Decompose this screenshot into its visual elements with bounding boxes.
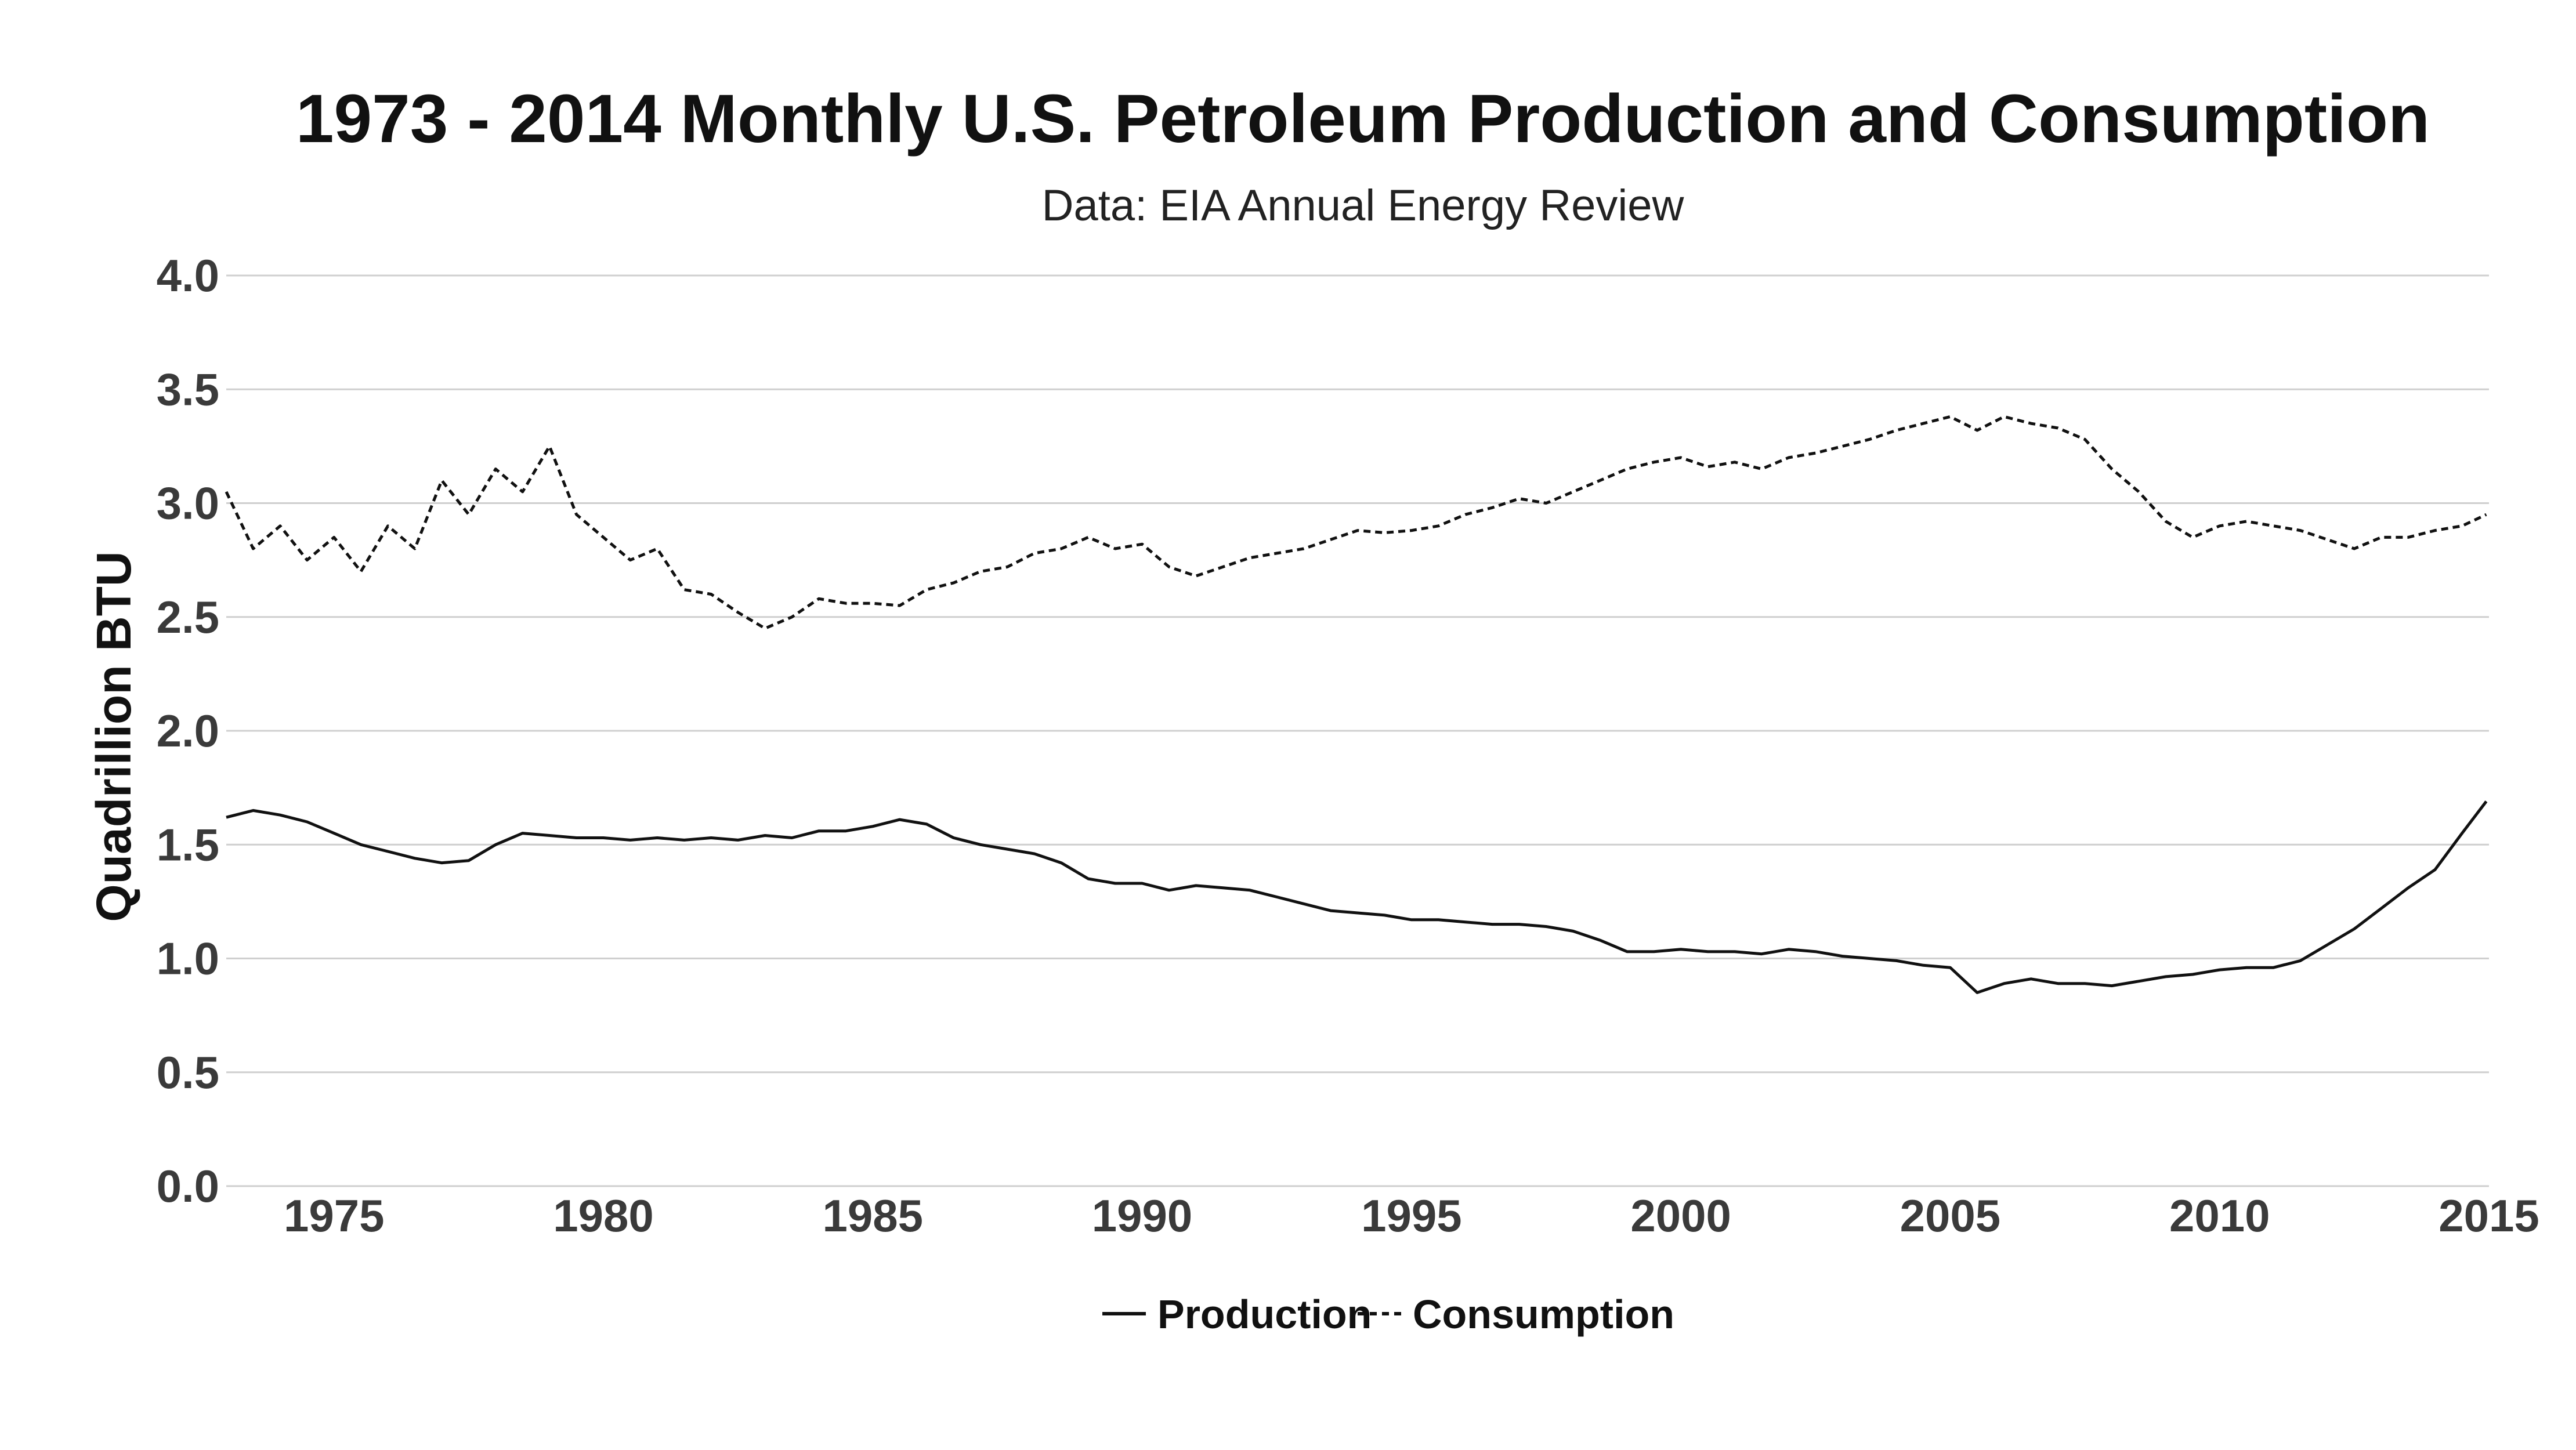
y-tick-label: 0.0 (157, 1161, 219, 1212)
series-lines (225, 415, 2488, 994)
y-tick-label: 2.5 (157, 592, 219, 643)
y-tick-label: 3.0 (157, 478, 219, 529)
y-tick-label: 3.5 (157, 364, 219, 415)
x-tick-label: 1995 (1361, 1190, 1462, 1241)
x-tick-label: 1985 (823, 1190, 924, 1241)
x-tick-label: 1990 (1092, 1190, 1193, 1241)
y-axis-ticks: 0.0 0.5 1.0 1.5 2.0 2.5 3.0 3.5 4.0 (157, 250, 219, 1212)
y-axis-label: Quadrillion BTU (86, 551, 141, 922)
x-axis-ticks: 1975 1980 1985 1990 1995 2000 2005 2010 2015 (284, 1190, 2539, 1241)
gridlines (226, 274, 2489, 1187)
x-tick-label: 2010 (2169, 1190, 2270, 1241)
x-tick-label: 2000 (1630, 1190, 1731, 1241)
x-tick-label: 2005 (1900, 1190, 2001, 1241)
x-tick-label: 2015 (2438, 1190, 2539, 1241)
chart-title: 1973 - 2014 Monthly U.S. Petroleum Produ… (296, 81, 2430, 157)
series-line-production (226, 800, 2488, 994)
y-tick-label: 2.0 (157, 705, 219, 756)
y-tick-label: 4.0 (157, 250, 219, 301)
chart-subtitle: Data: EIA Annual Energy Review (1042, 181, 1685, 230)
legend-production-label: Production (1157, 1292, 1372, 1337)
series-line-consumption (225, 415, 2487, 630)
y-tick-label: 1.0 (157, 933, 219, 984)
x-tick-label: 1980 (553, 1190, 654, 1241)
series-consumption (225, 415, 2487, 630)
legend: Production Consumption (1102, 1292, 1674, 1337)
series-production (226, 800, 2488, 994)
x-tick-label: 1975 (284, 1190, 385, 1241)
y-tick-label: 0.5 (157, 1047, 219, 1098)
y-tick-label: 1.5 (157, 819, 219, 870)
legend-consumption-label: Consumption (1413, 1292, 1674, 1337)
